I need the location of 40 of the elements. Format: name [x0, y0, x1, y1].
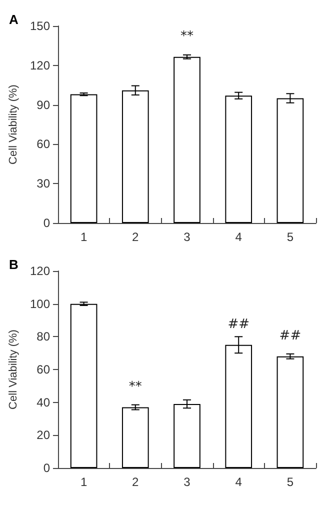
y-tick-label: 40 — [36, 395, 50, 410]
y-tick-label: 0 — [43, 461, 50, 475]
bar — [276, 356, 304, 468]
y-tick-label: 20 — [36, 428, 50, 442]
y-tick-label: 60 — [36, 362, 50, 376]
bar — [174, 404, 200, 468]
x-tick-label: 2 — [132, 475, 140, 489]
bar — [174, 56, 200, 223]
x-tick-label: 4 — [235, 475, 242, 489]
x-tick-label: 1 — [80, 475, 88, 489]
x-tick-label: 3 — [184, 230, 191, 244]
bar — [122, 407, 149, 468]
y-axis-title: Cell Viability (%) — [8, 84, 20, 164]
y-tick-label: 80 — [36, 330, 50, 344]
chart-title: B — [9, 257, 18, 272]
chart-title: A — [9, 12, 19, 27]
bar — [225, 96, 252, 223]
bar — [70, 94, 98, 223]
y-tick-label: 100 — [30, 296, 50, 311]
bar — [70, 304, 98, 468]
x-tick-label: 2 — [132, 230, 140, 244]
bar — [122, 90, 149, 223]
y-tick-label: 90 — [36, 98, 50, 112]
x-tick-label: 4 — [235, 230, 242, 244]
data-label: ## — [228, 316, 250, 332]
y-tick-label: 150 — [30, 19, 50, 33]
y-axis-title: Cell Viability (%) — [8, 330, 20, 410]
data-label: ** — [180, 28, 194, 44]
x-tick-label: 5 — [286, 230, 294, 244]
y-tick-label: 30 — [36, 176, 50, 191]
x-tick-label: 1 — [80, 230, 88, 244]
bar — [276, 98, 304, 223]
x-tick-label: 5 — [286, 475, 294, 489]
data-label: ** — [128, 379, 142, 394]
y-tick-label: 60 — [36, 137, 50, 152]
y-tick-label: 120 — [30, 58, 50, 72]
y-tick-label: 0 — [43, 216, 50, 230]
data-label: ## — [279, 328, 302, 344]
x-tick-label: 3 — [184, 475, 191, 489]
y-tick-label: 120 — [30, 264, 50, 278]
